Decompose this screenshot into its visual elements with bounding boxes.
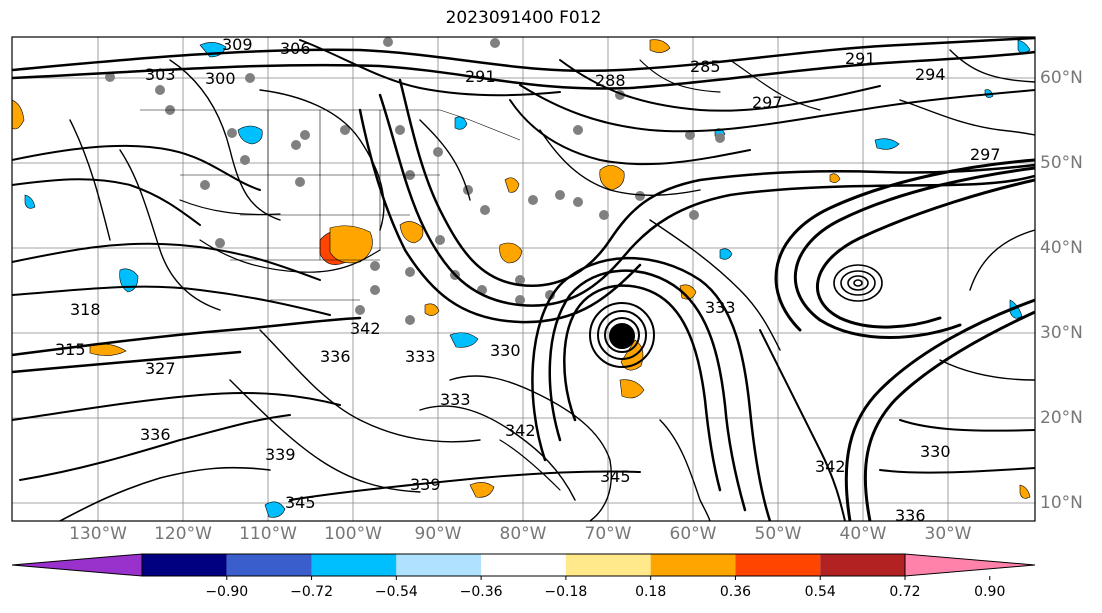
- contour-label: 345: [600, 467, 631, 486]
- longitude-label: 130°W: [69, 524, 127, 544]
- contour-label: 336: [140, 425, 171, 444]
- contour-label: 285: [690, 57, 721, 76]
- latitude-label: 60°N: [1040, 68, 1083, 88]
- colorbar-segment: [396, 554, 482, 576]
- contour-label: 300: [205, 69, 236, 88]
- map-title: 2023091400 F012: [445, 8, 602, 28]
- latitude-label: 30°N: [1040, 323, 1083, 343]
- contour-label: 330: [490, 341, 521, 360]
- colorbar-tick-label: 0.90: [974, 584, 1006, 600]
- contour-label: 291: [465, 67, 496, 86]
- contour-lines: [12, 37, 1035, 521]
- colorbar-tick-label: 0.36: [719, 584, 752, 600]
- colorbar-frame: [141, 553, 906, 577]
- colorbar: [11, 553, 1036, 580]
- longitude-label: 100°W: [324, 524, 382, 544]
- colorbar-tick-label: 0.72: [889, 584, 921, 600]
- political-boundaries: [140, 109, 521, 301]
- colorbar-tick-label: 0.54: [804, 584, 836, 600]
- longitude-label: 110°W: [239, 524, 297, 544]
- contour-label: 342: [815, 457, 846, 476]
- contour-label: 327: [145, 359, 176, 378]
- latitude-label: 20°N: [1040, 408, 1083, 428]
- contour-label: 318: [70, 300, 101, 319]
- longitude-label: 50°W: [754, 524, 802, 544]
- colorbar-tick-label: −0.90: [205, 584, 249, 600]
- contour-label: 333: [440, 390, 471, 409]
- contour-label: 342: [350, 319, 381, 338]
- colorbar-segments: [11, 553, 1036, 580]
- station-markers: [105, 37, 725, 325]
- longitude-label: 60°W: [669, 524, 717, 544]
- contour-label: 291: [845, 49, 876, 68]
- colorbar-tick-label: −0.18: [544, 584, 588, 600]
- contour-label: 309: [222, 35, 253, 54]
- longitude-label: 120°W: [154, 524, 212, 544]
- colorbar-segment: [311, 554, 397, 576]
- colorbar-tick-label: −0.36: [459, 584, 503, 600]
- colorbar-tick-label: −0.72: [290, 584, 333, 600]
- map-frame: [11, 36, 1036, 522]
- longitude-label: 40°W: [839, 524, 887, 544]
- contour-label: 336: [320, 347, 351, 366]
- contour-label: 303: [145, 65, 176, 84]
- contour-label: 297: [752, 93, 783, 112]
- colorbar-segment: [650, 554, 736, 576]
- contour-label: 330: [920, 442, 951, 461]
- contour-label: 339: [265, 445, 296, 464]
- colorbar-extend-right: [904, 553, 1036, 577]
- longitude-label: 90°W: [414, 524, 462, 544]
- map-panel: 309 306 303 300 291 288 285 297 291 294 …: [11, 35, 1036, 525]
- colorbar-segment: [735, 554, 821, 576]
- colorbar-tick-label: −0.54: [374, 584, 418, 600]
- contour-label: 333: [405, 347, 436, 366]
- colorbar-segment: [565, 554, 651, 576]
- contour-label: 306: [280, 39, 311, 58]
- longitude-label: 30°W: [924, 524, 972, 544]
- latitude-label: 50°N: [1040, 153, 1083, 173]
- colorbar-segment: [481, 554, 566, 576]
- contour-label: 288: [595, 71, 626, 90]
- contour-label: 315: [55, 340, 86, 359]
- colorbar-tick-label: 0.18: [635, 584, 667, 600]
- colorbar-segment: [226, 554, 312, 576]
- latitude-label: 40°N: [1040, 238, 1083, 258]
- longitude-label: 80°W: [499, 524, 547, 544]
- colorbar-segment: [142, 554, 227, 576]
- latitude-label: 10°N: [1040, 493, 1083, 513]
- contour-label: 294: [915, 65, 946, 84]
- contour-label: 333: [705, 298, 736, 317]
- contour-label: 342: [505, 421, 536, 440]
- contour-label: 339: [410, 475, 441, 494]
- contour-label: 345: [285, 493, 316, 512]
- contour-label: 297: [970, 145, 1001, 164]
- colorbar-extend-left: [11, 553, 143, 577]
- longitude-label: 70°W: [584, 524, 632, 544]
- contour-label: 336: [895, 506, 926, 525]
- colorbar-segment: [820, 554, 905, 576]
